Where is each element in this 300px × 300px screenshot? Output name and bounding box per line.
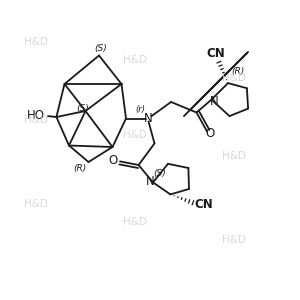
Text: H&D: H&D — [24, 37, 48, 47]
Text: (S): (S) — [94, 44, 107, 53]
Text: H&D: H&D — [24, 115, 48, 125]
Text: N: N — [144, 112, 153, 125]
Text: CN: CN — [207, 47, 225, 60]
Text: (S): (S) — [76, 103, 89, 112]
Text: (R): (R) — [74, 164, 87, 173]
Text: H&D: H&D — [123, 55, 147, 65]
Text: O: O — [206, 127, 214, 140]
Text: H&D: H&D — [222, 151, 246, 161]
Text: H&D: H&D — [222, 73, 246, 83]
Text: CN: CN — [194, 198, 213, 211]
Text: H&D: H&D — [123, 217, 147, 227]
Text: (S): (S) — [153, 169, 166, 178]
Text: (r): (r) — [135, 105, 145, 114]
Text: N: N — [209, 94, 218, 108]
Text: H&D: H&D — [123, 130, 147, 140]
Text: H&D: H&D — [24, 199, 48, 209]
Text: H&D: H&D — [222, 235, 246, 245]
Text: N: N — [146, 175, 155, 188]
Text: O: O — [108, 154, 117, 167]
Text: (R): (R) — [231, 67, 244, 76]
Text: HO: HO — [27, 109, 45, 122]
